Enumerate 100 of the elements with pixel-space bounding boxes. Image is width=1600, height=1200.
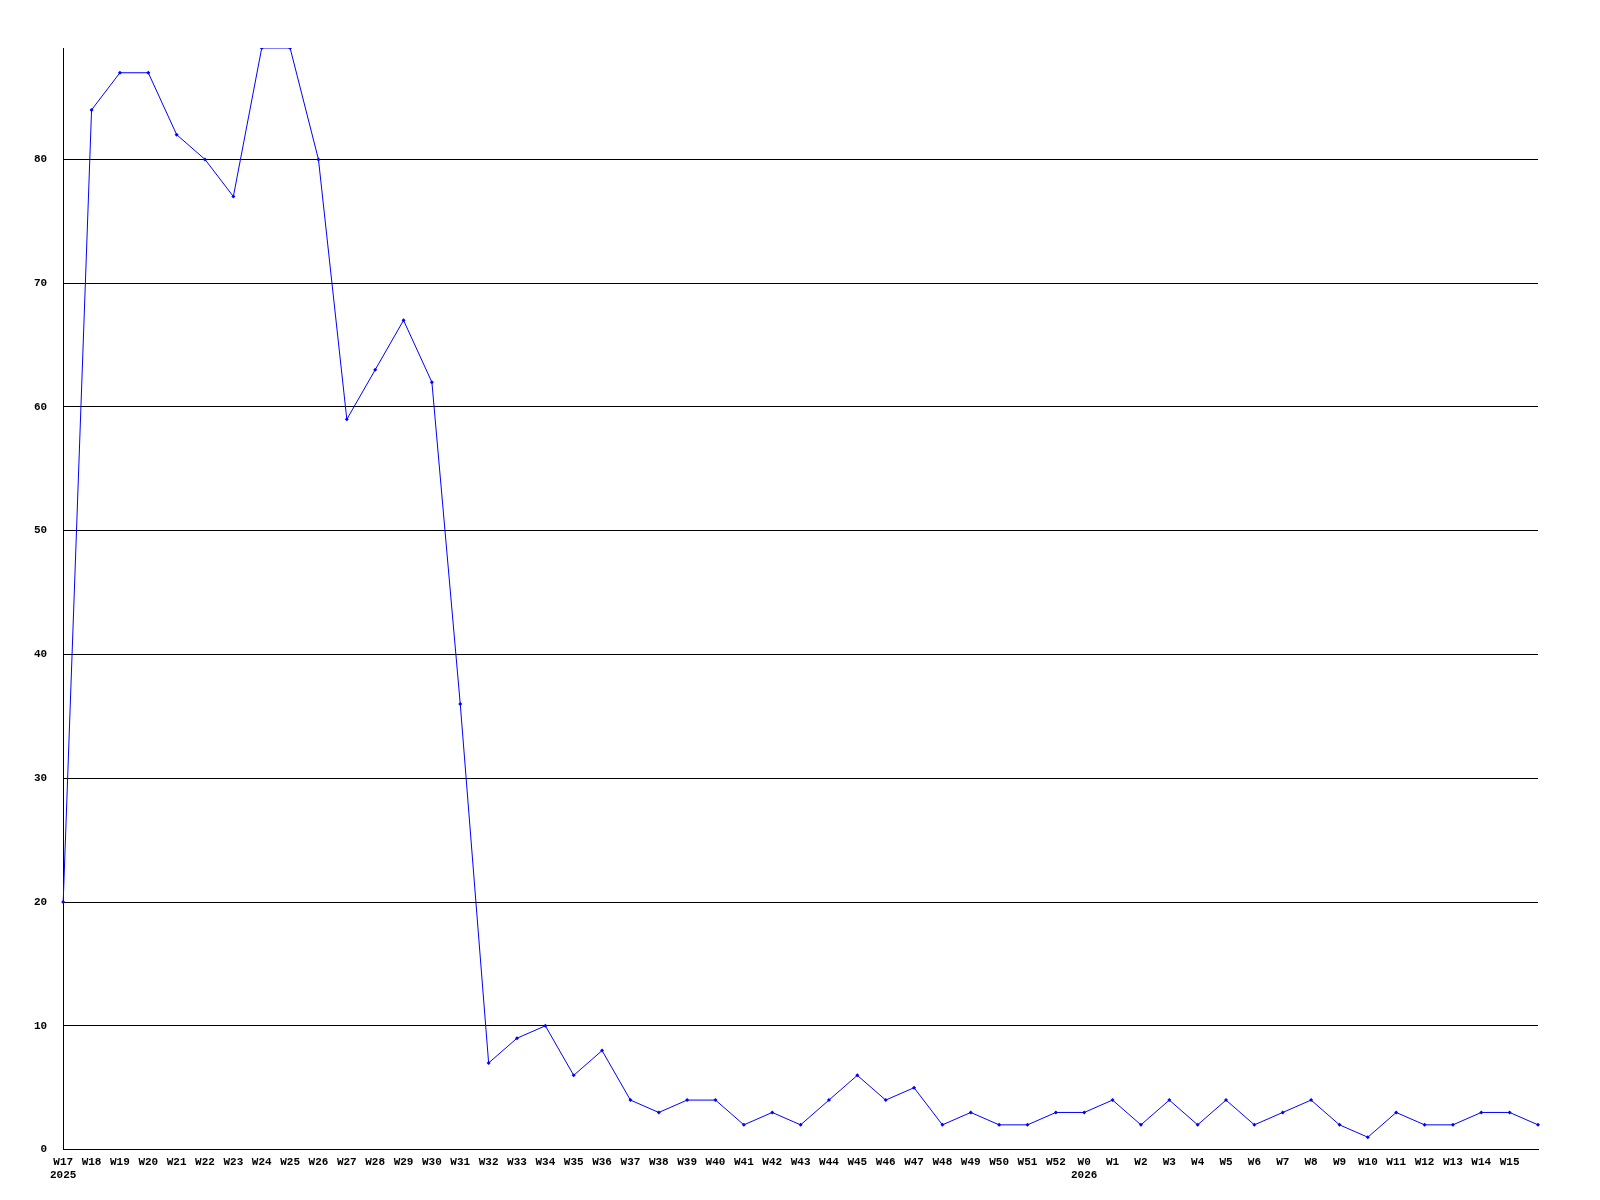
point [1252,1122,1257,1127]
x-tick-label: W46 [875,1155,896,1168]
point [883,1098,888,1103]
point [940,1122,945,1127]
x-tick-label: W49 [960,1155,981,1168]
x-tick-label: W51 [1017,1155,1038,1168]
x-tick-label: W39 [677,1155,698,1168]
x-tick-label: W33 [507,1155,528,1168]
x-tick-label: W1 [1105,1155,1120,1168]
x-tick-label: W44 [819,1155,840,1168]
x-tick-label: W25 [280,1155,301,1168]
x-tick-label: W10 [1357,1155,1378,1168]
x-tick-label: W41 [733,1155,755,1168]
y-tick-label: 80 [34,153,48,166]
x-tick-label: W28 [365,1155,386,1168]
x-tick-label: W14 [1471,1155,1492,1168]
point [1507,1110,1512,1115]
x-tick-label: W12 [1414,1155,1435,1168]
x-tick-label: W45 [847,1155,868,1168]
point [855,1073,860,1078]
point [685,1098,690,1103]
x-tick-label: W11 [1386,1155,1407,1168]
y-tick-label: 20 [34,895,48,908]
x-tick-label: W43 [790,1155,811,1168]
x-tick-label: W22 [195,1155,215,1168]
x-tick-label: W32 [478,1155,499,1168]
x-tick-label: W52 [1045,1155,1066,1168]
point [117,70,122,75]
x-tick-label: W42 [762,1155,783,1168]
point [1224,1098,1229,1103]
point [600,1048,605,1053]
point [1479,1110,1484,1115]
x-tick-label: W38 [648,1155,670,1168]
point [1195,1122,1200,1127]
point [1280,1110,1285,1115]
point [1536,1122,1540,1127]
y-tick-label: 70 [34,276,48,289]
x-tick-label: W4 [1191,1155,1205,1168]
point [997,1122,1002,1127]
point [316,157,321,162]
point [628,1098,633,1103]
x-tick-label: W30 [422,1155,442,1168]
point [912,1085,917,1090]
y-tick-label: 50 [34,524,48,537]
x-tick-label: W18 [81,1155,102,1168]
x-tick-label: W47 [904,1155,924,1168]
point [1138,1122,1143,1127]
point [373,367,378,372]
point [146,70,151,75]
point [174,132,179,137]
point [401,318,406,323]
x-tick-label: W23 [223,1155,244,1168]
x-tick-label: W29 [393,1155,414,1168]
x-tick-label: W13 [1443,1155,1464,1168]
point [1309,1098,1314,1103]
point [1337,1122,1342,1127]
point [1394,1110,1399,1115]
point [713,1098,718,1103]
point [968,1110,973,1115]
x-tick-label: W24 [251,1155,273,1168]
point [826,1098,831,1103]
point [203,157,208,162]
x-tick-label: W20 [138,1155,159,1168]
x-tick-label: W7 [1276,1155,1290,1168]
x-tick-label: W34 [535,1155,556,1168]
x-tick-label: W50 [989,1155,1010,1168]
x-tick-label: W35 [563,1155,585,1168]
point [571,1073,576,1078]
x-tick-label: W19 [110,1155,130,1168]
point [1450,1122,1455,1127]
y-tick-label: 0 [40,1143,48,1156]
point [1053,1110,1058,1115]
point [514,1036,519,1041]
x-tick-label: W6 [1247,1155,1261,1168]
x-tick-label: W17 2025 [50,1155,77,1182]
x-tick-label: W26 [308,1155,329,1168]
point [1365,1135,1370,1140]
x-tick-label: W36 [592,1155,612,1168]
x-tick-label: W37 [620,1155,641,1168]
point [429,380,434,385]
point [656,1110,661,1115]
point [344,417,349,422]
x-tick-label: W8 [1304,1155,1319,1168]
x-tick-label: W27 [336,1155,357,1168]
point [770,1110,775,1115]
point [61,900,66,905]
x-tick-label: W3 [1162,1155,1177,1168]
point [458,702,463,707]
x-tick-label: W21 [166,1155,187,1168]
y-tick-label: 30 [34,772,48,785]
point [543,1023,548,1028]
y-tick-label: 60 [34,400,48,413]
point [1110,1098,1115,1103]
point [486,1060,491,1065]
x-tick-label: W31 [450,1155,471,1168]
point [1167,1098,1172,1103]
point [1025,1122,1030,1127]
x-tick-label: W0 2026 [1071,1155,1098,1182]
x-tick-label: W2 [1134,1155,1148,1168]
x-tick-label: W48 [932,1155,953,1168]
